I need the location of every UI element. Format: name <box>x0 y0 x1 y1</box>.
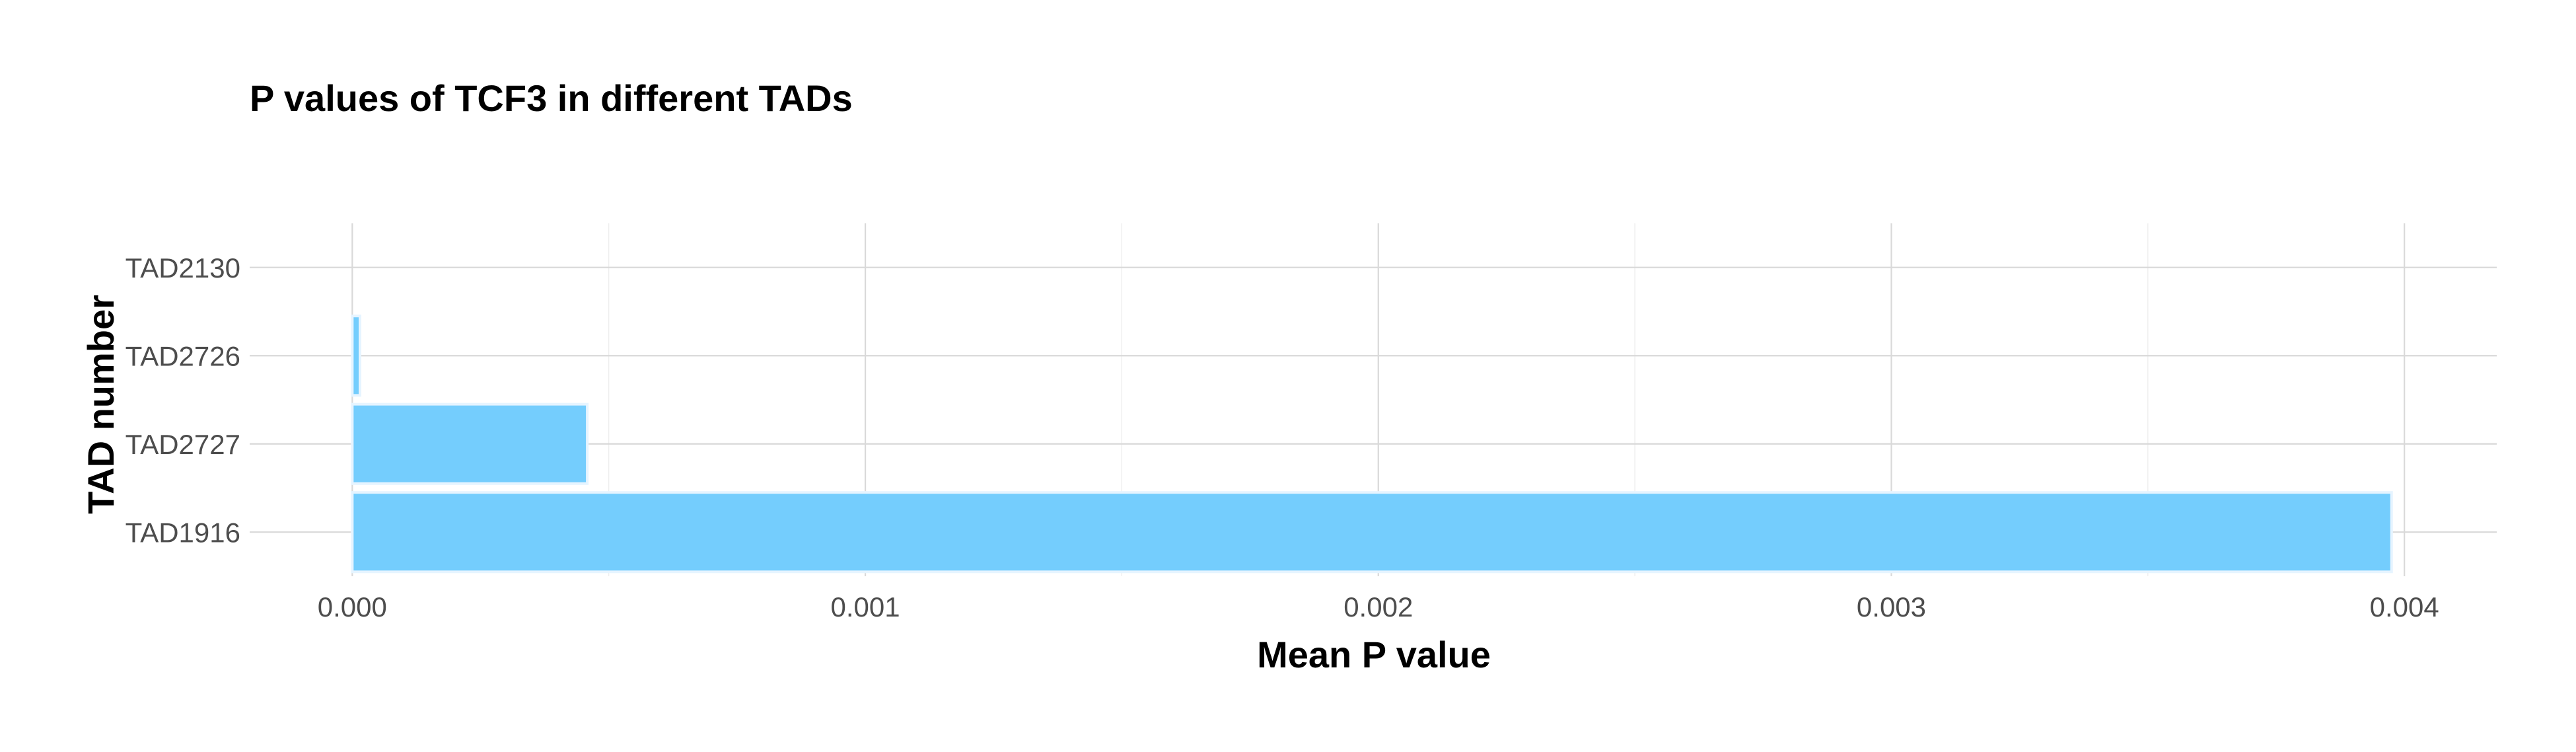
tick-layer: 0.000 0.001 0.002 0.003 0.004 TAD2130 TAD2726 T… <box>125 252 2439 622</box>
y-tick-label: TAD2726 <box>125 340 240 371</box>
bar-tad1916 <box>351 491 2393 574</box>
bar-tad2726 <box>351 315 361 397</box>
y-tick-label: TAD2130 <box>125 252 240 283</box>
bar-layer <box>351 315 2393 574</box>
x-tick-label: 0.003 <box>1857 591 1926 622</box>
y-axis-title: TAD number <box>80 295 122 514</box>
x-tick-label: 0.000 <box>318 591 387 622</box>
x-tick-label: 0.004 <box>2370 591 2439 622</box>
bar-tad2727 <box>351 402 589 485</box>
chart-title: P values of TCF3 in different TADs <box>250 77 853 119</box>
x-axis-title: Mean P value <box>1257 634 1491 675</box>
y-tick-label: TAD2727 <box>125 429 240 460</box>
x-tick-label: 0.002 <box>1343 591 1413 622</box>
x-tick-label: 0.001 <box>831 591 900 622</box>
y-tick-label: TAD1916 <box>125 517 240 548</box>
